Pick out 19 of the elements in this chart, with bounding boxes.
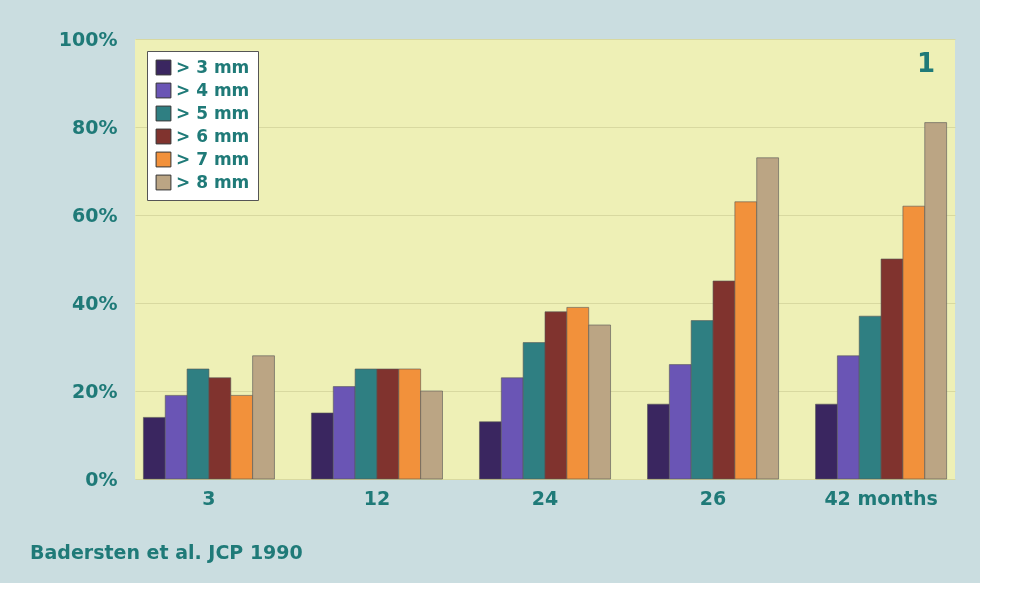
x-tick-label: 42 months: [824, 486, 938, 509]
y-tick-label: 80%: [72, 115, 118, 138]
legend-label: > 3 mm: [176, 56, 250, 77]
y-tick-label: 40%: [72, 291, 118, 314]
legend-label: > 4 mm: [176, 79, 250, 100]
y-tick-label: 0%: [85, 467, 118, 490]
annotation: 1: [916, 48, 935, 78]
x-tick-label: 3: [202, 486, 216, 509]
y-tick-label: 20%: [72, 379, 118, 402]
legend-label: > 7 mm: [176, 148, 250, 169]
legend-label: > 6 mm: [176, 125, 250, 146]
y-tick-label: 100%: [58, 27, 118, 50]
y-tick-label: 60%: [72, 203, 118, 226]
x-tick-label: 12: [363, 486, 391, 509]
text: Badersten et al. JCP 1990: [30, 541, 303, 563]
x-tick-label: 26: [699, 486, 727, 509]
x-tick-label: 24: [531, 486, 559, 509]
legend-label: > 5 mm: [176, 102, 250, 123]
legend-label: > 8 mm: [176, 171, 250, 192]
